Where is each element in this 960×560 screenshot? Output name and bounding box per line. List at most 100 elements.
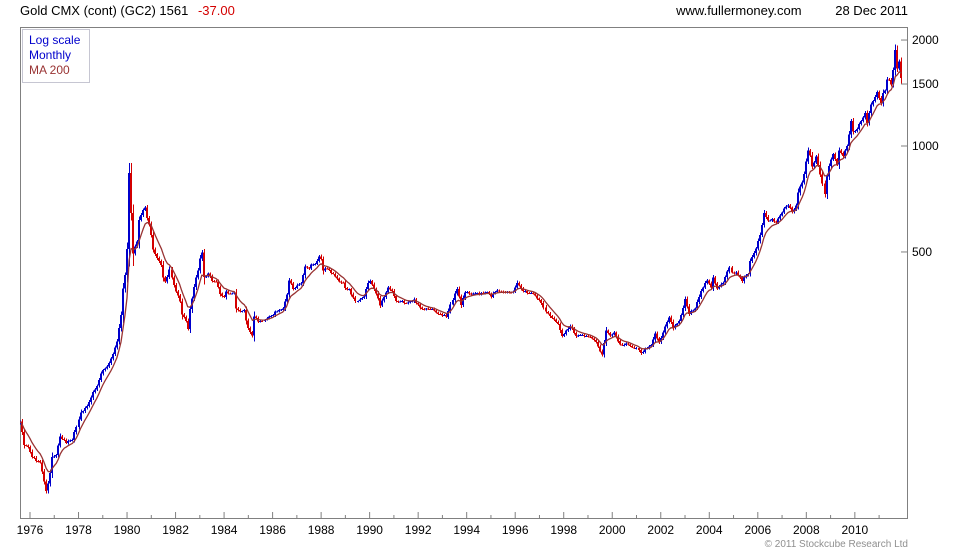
candle-body	[429, 309, 431, 311]
candle-body	[549, 313, 551, 317]
candle-body	[100, 373, 102, 381]
candle-body	[154, 249, 156, 255]
x-axis-label: 1992	[404, 523, 432, 537]
candle-body	[185, 316, 187, 321]
candle-body	[601, 351, 603, 355]
candle-body	[468, 292, 470, 294]
candle-body	[306, 266, 308, 268]
candle-body	[407, 302, 409, 304]
candle-body	[312, 264, 314, 266]
candle-body	[638, 347, 640, 351]
candle-body	[211, 276, 213, 281]
candle-body	[567, 328, 569, 331]
candle-body	[565, 330, 567, 334]
y-axis-label: 1500	[912, 77, 939, 92]
candle-body	[361, 298, 363, 300]
candle-body	[452, 300, 454, 305]
candle-body	[433, 308, 435, 311]
chart-header: Gold CMX (cont) (GC2) 1561 -37.00 www.fu…	[20, 3, 908, 18]
candle-body	[763, 213, 765, 226]
candle-body	[31, 451, 33, 458]
candle-body	[898, 61, 900, 69]
candle-body	[751, 257, 753, 261]
candle-body	[650, 344, 652, 347]
candle-body	[589, 336, 591, 338]
candle-body	[363, 296, 365, 299]
candle-body	[225, 291, 227, 297]
y-axis-label: 1000	[912, 139, 939, 153]
candle-body	[557, 322, 559, 324]
candle-body	[187, 320, 189, 329]
candle-body	[391, 289, 393, 292]
candle-body	[640, 350, 642, 353]
candle-body	[619, 341, 621, 345]
candle-body	[555, 319, 557, 323]
candle-body	[854, 130, 856, 132]
candle-body	[534, 293, 536, 296]
plot-border	[20, 27, 908, 519]
candle-body	[231, 293, 233, 295]
candle-body	[199, 258, 201, 271]
x-axis-label: 1994	[453, 523, 481, 537]
candle-body	[678, 321, 680, 324]
candle-body	[617, 336, 619, 342]
candle-body	[785, 206, 787, 209]
candle-body	[314, 263, 316, 265]
candle-body	[472, 293, 474, 295]
candle-body	[720, 284, 722, 287]
candle-body	[514, 287, 516, 292]
candle-body	[553, 317, 555, 320]
candle-body	[342, 282, 344, 284]
candle-body	[700, 291, 702, 297]
candle-body	[177, 291, 179, 296]
candle-body	[692, 310, 694, 312]
candle-body	[383, 296, 385, 301]
candle-body	[583, 334, 585, 336]
candle-body	[78, 419, 80, 427]
candle-body	[136, 241, 138, 247]
candle-body	[340, 281, 342, 283]
candle-body	[779, 215, 781, 219]
chart-legend: Log scale Monthly MA 200	[22, 29, 91, 83]
candle-body	[872, 101, 874, 105]
candle-body	[98, 380, 100, 386]
copyright-label: © 2011 Stockcube Research Ltd	[764, 539, 908, 550]
candle-body	[395, 296, 397, 302]
candles-layer	[20, 44, 902, 494]
candle-body	[401, 301, 403, 303]
candle-body	[773, 219, 775, 222]
candle-body	[183, 314, 185, 317]
candle-body	[251, 332, 253, 336]
candle-body	[45, 481, 47, 491]
candle-body	[587, 335, 589, 337]
candle-body	[417, 303, 419, 305]
candle-body	[43, 471, 45, 482]
candle-body	[769, 220, 771, 222]
candle-body	[166, 277, 168, 282]
candle-body	[346, 288, 348, 290]
candle-body	[259, 320, 261, 322]
candle-body	[652, 339, 654, 345]
candle-body	[579, 335, 581, 336]
candle-body	[522, 288, 524, 292]
candle-body	[237, 308, 239, 310]
candle-body	[892, 69, 894, 85]
candle-body	[421, 307, 423, 309]
candle-body	[122, 288, 124, 315]
candle-body	[741, 277, 743, 282]
candle-body	[215, 281, 217, 283]
candle-body	[599, 346, 601, 352]
candle-body	[274, 311, 276, 315]
candle-body	[494, 292, 496, 294]
candle-body	[718, 286, 720, 289]
candle-body	[399, 301, 401, 303]
candle-body	[114, 347, 116, 354]
candle-body	[803, 174, 805, 183]
candle-body	[71, 439, 73, 441]
candle-body	[573, 328, 575, 334]
candle-body	[179, 295, 181, 302]
candle-body	[367, 283, 369, 289]
candle-body	[817, 156, 819, 165]
candle-body	[458, 289, 460, 297]
candle-body	[836, 159, 838, 165]
